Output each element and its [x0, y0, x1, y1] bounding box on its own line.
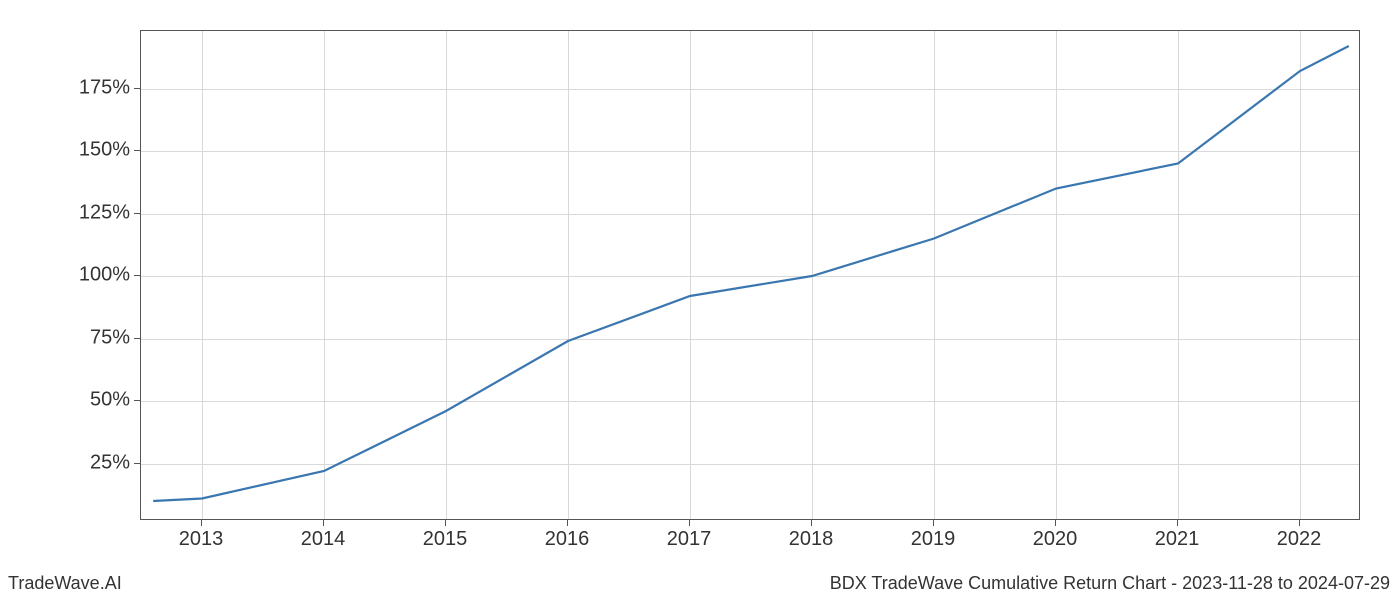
y-tick-label: 100% [70, 264, 130, 287]
chart-container [140, 30, 1360, 520]
x-tick-label: 2020 [1033, 528, 1078, 551]
y-tick-mark [134, 463, 140, 464]
footer-left: TradeWave.AI [8, 573, 122, 594]
x-tick-mark [689, 520, 690, 526]
y-tick-label: 75% [70, 326, 130, 349]
x-tick-mark [933, 520, 934, 526]
x-tick-mark [1299, 520, 1300, 526]
x-tick-label: 2018 [789, 528, 834, 551]
y-tick-label: 50% [70, 389, 130, 412]
x-tick-label: 2021 [1155, 528, 1200, 551]
plot-area [140, 30, 1360, 520]
y-tick-mark [134, 150, 140, 151]
y-tick-label: 125% [70, 201, 130, 224]
y-tick-label: 150% [70, 139, 130, 162]
line-series [141, 31, 1359, 519]
x-tick-mark [811, 520, 812, 526]
x-tick-mark [201, 520, 202, 526]
x-tick-mark [1055, 520, 1056, 526]
x-tick-label: 2016 [545, 528, 590, 551]
x-tick-mark [445, 520, 446, 526]
y-tick-mark [134, 88, 140, 89]
x-tick-mark [1177, 520, 1178, 526]
x-tick-label: 2014 [301, 528, 346, 551]
x-tick-mark [567, 520, 568, 526]
x-tick-label: 2019 [911, 528, 956, 551]
x-tick-label: 2022 [1277, 528, 1322, 551]
y-tick-mark [134, 275, 140, 276]
x-tick-label: 2013 [179, 528, 224, 551]
y-tick-label: 25% [70, 451, 130, 474]
x-tick-label: 2015 [423, 528, 468, 551]
x-tick-mark [323, 520, 324, 526]
y-tick-mark [134, 400, 140, 401]
y-tick-label: 175% [70, 76, 130, 99]
y-tick-mark [134, 338, 140, 339]
footer-right: BDX TradeWave Cumulative Return Chart - … [830, 573, 1390, 594]
y-tick-mark [134, 213, 140, 214]
x-tick-label: 2017 [667, 528, 712, 551]
